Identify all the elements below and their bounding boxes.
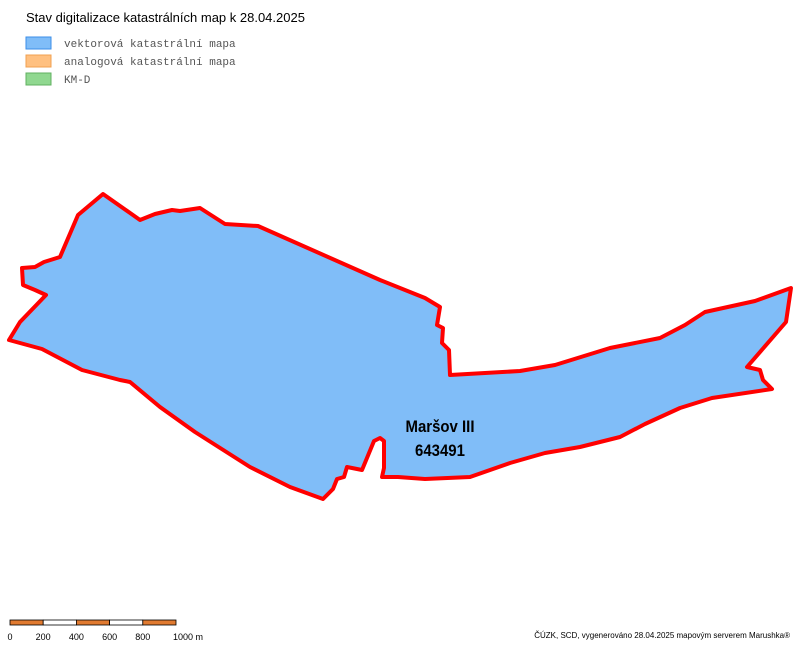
legend-swatch xyxy=(25,36,52,50)
legend-label: analogová katastrální mapa xyxy=(64,57,236,69)
scale-label: 400 xyxy=(69,632,84,642)
scale-label: 600 xyxy=(102,632,117,642)
map-title: Stav digitalizace katastrálních map k 28… xyxy=(26,10,305,25)
scale-bar: 0 200 400 600 800 1000 m xyxy=(7,619,203,642)
scale-segment xyxy=(142,619,177,626)
parcel-name: Maršov III xyxy=(406,418,475,436)
scale-label: 800 xyxy=(135,632,150,642)
legend: vektorová katastrální mapa analogová kata… xyxy=(25,36,236,87)
legend-label: KM-D xyxy=(64,75,91,87)
legend-swatch xyxy=(25,72,52,86)
scale-segment xyxy=(42,619,77,626)
scale-segment xyxy=(9,619,44,626)
scale-label: 1000 m xyxy=(173,632,203,642)
scale-label: 200 xyxy=(36,632,51,642)
cadastral-area xyxy=(7,192,793,501)
footer-credit: ČÚZK, SCD, vygenerováno 28.04.2025 mapov… xyxy=(534,631,790,640)
scale-label: 0 xyxy=(7,632,12,642)
legend-swatch xyxy=(25,54,52,68)
legend-label: vektorová katastrální mapa xyxy=(64,39,236,51)
scale-segment xyxy=(76,619,111,626)
scale-segment xyxy=(109,619,144,626)
parcel-code: 643491 xyxy=(415,442,465,460)
